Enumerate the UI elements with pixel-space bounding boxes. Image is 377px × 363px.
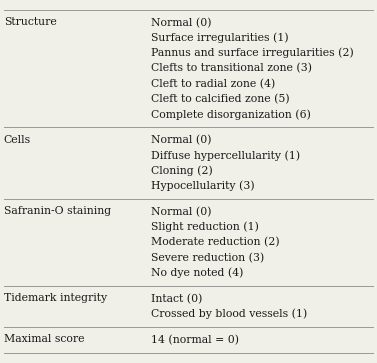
Text: Normal (0): Normal (0) xyxy=(151,135,211,145)
Text: Cells: Cells xyxy=(4,135,31,145)
Text: Safranin-O staining: Safranin-O staining xyxy=(4,207,111,216)
Text: Maximal score: Maximal score xyxy=(4,334,84,344)
Text: Cleft to radial zone (4): Cleft to radial zone (4) xyxy=(151,79,275,89)
Text: Cleft to calcified zone (5): Cleft to calcified zone (5) xyxy=(151,94,290,104)
Text: Tidemark integrity: Tidemark integrity xyxy=(4,293,107,303)
Text: Intact (0): Intact (0) xyxy=(151,294,202,304)
Text: 14 (normal = 0): 14 (normal = 0) xyxy=(151,335,239,345)
Text: Slight reduction (1): Slight reduction (1) xyxy=(151,222,259,232)
Text: Pannus and surface irregularities (2): Pannus and surface irregularities (2) xyxy=(151,48,354,58)
Text: Normal (0): Normal (0) xyxy=(151,17,211,28)
Text: Moderate reduction (2): Moderate reduction (2) xyxy=(151,237,279,248)
Text: No dye noted (4): No dye noted (4) xyxy=(151,268,243,278)
Text: Clefts to transitional zone (3): Clefts to transitional zone (3) xyxy=(151,63,312,74)
Text: Diffuse hypercellularity (1): Diffuse hypercellularity (1) xyxy=(151,150,300,161)
Text: Crossed by blood vessels (1): Crossed by blood vessels (1) xyxy=(151,309,307,319)
Text: Hypocellularity (3): Hypocellularity (3) xyxy=(151,181,254,191)
Text: Normal (0): Normal (0) xyxy=(151,207,211,217)
Text: Complete disorganization (6): Complete disorganization (6) xyxy=(151,109,311,119)
Text: Severe reduction (3): Severe reduction (3) xyxy=(151,253,264,263)
Text: Structure: Structure xyxy=(4,17,57,27)
Text: Cloning (2): Cloning (2) xyxy=(151,166,213,176)
Text: Surface irregularities (1): Surface irregularities (1) xyxy=(151,33,288,43)
